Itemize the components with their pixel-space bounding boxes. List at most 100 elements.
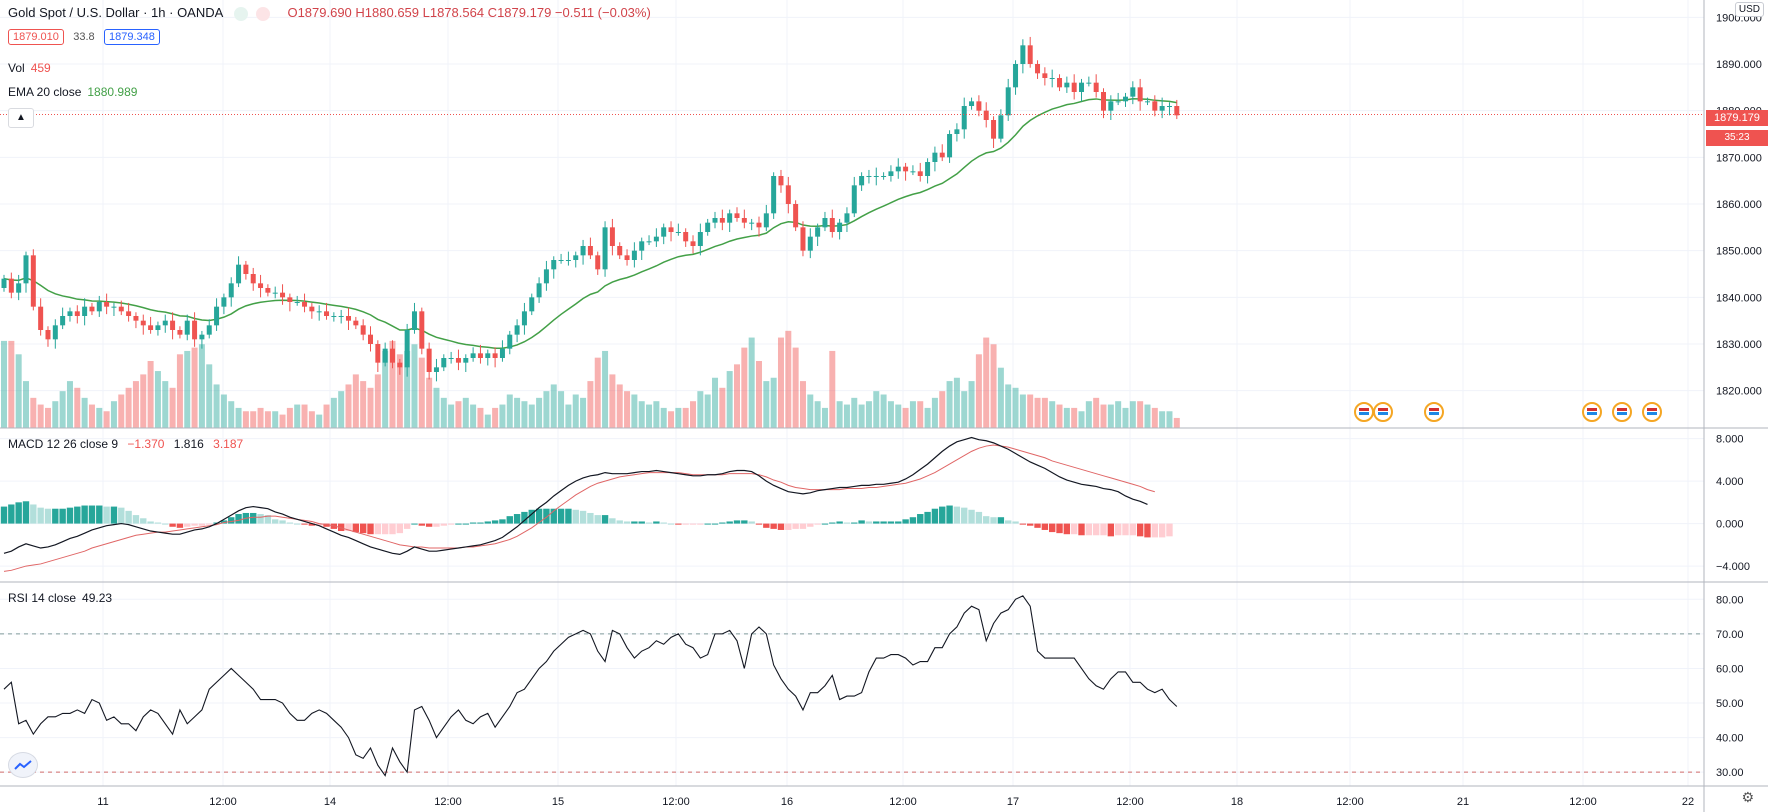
volume-bar	[448, 404, 455, 428]
macd-histogram-bar	[169, 523, 176, 527]
candle	[895, 158, 901, 179]
volume-bar	[272, 411, 279, 428]
volume-bar	[690, 401, 697, 428]
time-tick-label: 16	[781, 796, 793, 808]
macd-histogram-bar	[59, 508, 66, 524]
macd-histogram-bar	[865, 521, 873, 524]
candle	[1013, 60, 1019, 95]
macd-histogram-bar	[367, 523, 374, 535]
macd-histogram-bar	[1158, 523, 1166, 538]
compare-icon[interactable]	[255, 6, 270, 21]
macd-histogram-bar	[609, 518, 616, 524]
price-pane[interactable]	[0, 36, 1704, 428]
candle	[683, 228, 689, 247]
macd-histogram-bar	[777, 523, 785, 530]
rsi-pane[interactable]	[0, 595, 1704, 777]
volume-bar	[660, 407, 667, 428]
volume-bar	[558, 391, 565, 428]
candle	[411, 302, 417, 334]
macd-histogram-bar	[323, 523, 330, 527]
ema-legend[interactable]: EMA 20 close 1880.989	[8, 85, 137, 99]
macd-histogram-bar	[154, 522, 162, 524]
candle	[287, 293, 293, 312]
candle	[734, 207, 740, 222]
volume-bar	[169, 387, 176, 428]
macd-histogram-bar	[697, 523, 704, 525]
candle	[1071, 74, 1077, 100]
volume-bar	[8, 340, 15, 428]
macd-histogram-bar	[799, 523, 807, 529]
volume-bar	[704, 394, 711, 428]
rsi-tick-label: 50.00	[1716, 698, 1744, 710]
sell-price-button[interactable]: 1879.010	[8, 29, 64, 45]
macd-histogram-bar	[726, 521, 733, 524]
volume-bar	[1, 340, 7, 428]
buy-price-button[interactable]: 1879.348	[104, 29, 160, 45]
macd-histogram-bar	[8, 504, 15, 524]
macd-histogram-bar	[257, 514, 264, 524]
volume-bar	[74, 387, 81, 428]
volume-bar	[81, 397, 88, 428]
macd-histogram-bar	[513, 514, 521, 524]
volume-bar	[843, 404, 850, 428]
macd-histogram-bar	[352, 523, 360, 533]
volume-bar	[198, 344, 205, 428]
collapse-legend-button[interactable]: ▲	[8, 108, 34, 128]
price-tick-label: 1870.000	[1716, 152, 1762, 164]
volume-bar	[88, 404, 95, 428]
volume-bar	[440, 397, 447, 428]
market-open-icon[interactable]	[234, 6, 249, 21]
volume-bar	[961, 391, 968, 428]
price-tick-label: 1820.000	[1716, 386, 1762, 398]
candle	[1027, 36, 1033, 68]
candle	[353, 316, 359, 330]
volume-bar	[939, 391, 946, 428]
macd-histogram-bar	[741, 520, 748, 524]
macd-pane[interactable]	[0, 436, 1173, 572]
economic-event-flag-icon[interactable]	[1354, 402, 1374, 422]
macd-histogram-bar	[983, 516, 990, 524]
candle	[675, 223, 681, 236]
macd-histogram-bar	[528, 509, 535, 524]
candle	[551, 256, 557, 279]
candle	[543, 260, 549, 291]
rsi-legend[interactable]: RSI 14 close 49.23	[8, 591, 112, 605]
macd-histogram-bar	[162, 523, 169, 525]
economic-event-flag-icon[interactable]	[1612, 402, 1632, 422]
time-tick-label: 12:00	[1336, 796, 1364, 808]
time-tick-label: 12:00	[662, 796, 690, 808]
candle	[925, 158, 931, 184]
candle	[140, 314, 146, 335]
macd-histogram-bar	[15, 502, 22, 524]
candle	[580, 239, 586, 265]
macd-histogram-bar	[250, 512, 257, 524]
economic-event-flag-icon[interactable]	[1642, 402, 1662, 422]
economic-event-flag-icon[interactable]	[1373, 402, 1393, 422]
candle	[309, 302, 315, 319]
gear-icon[interactable]: ⚙	[1741, 789, 1754, 805]
macd-histogram-bar	[286, 522, 294, 524]
volume-bar	[154, 371, 161, 428]
macd-histogram-bar	[125, 510, 132, 524]
volume-legend[interactable]: Vol 459	[8, 61, 51, 75]
currency-badge[interactable]: USD	[1734, 2, 1764, 17]
volume-bar	[294, 404, 301, 428]
macd-histogram-bar	[1144, 523, 1151, 538]
time-tick-label: 12:00	[1116, 796, 1144, 808]
macd-histogram-bar	[301, 523, 308, 525]
economic-events[interactable]	[1354, 402, 1662, 422]
tradingview-logo-icon[interactable]	[8, 752, 38, 778]
candle	[558, 253, 564, 264]
macd-legend[interactable]: MACD 12 26 close 9 −1.370 1.816 3.187	[8, 437, 243, 451]
candle	[631, 242, 637, 268]
volume-bar	[668, 411, 675, 428]
macd-histogram-bar	[411, 523, 418, 525]
macd-histogram-bar	[579, 510, 587, 524]
economic-event-flag-icon[interactable]	[1582, 402, 1602, 422]
economic-event-flag-icon[interactable]	[1424, 402, 1444, 422]
symbol-title[interactable]: Gold Spot / U.S. Dollar · 1h · OANDA	[8, 5, 223, 20]
candle	[1020, 39, 1026, 74]
volume-bar	[528, 404, 535, 428]
macd-histogram-bar	[235, 514, 242, 524]
